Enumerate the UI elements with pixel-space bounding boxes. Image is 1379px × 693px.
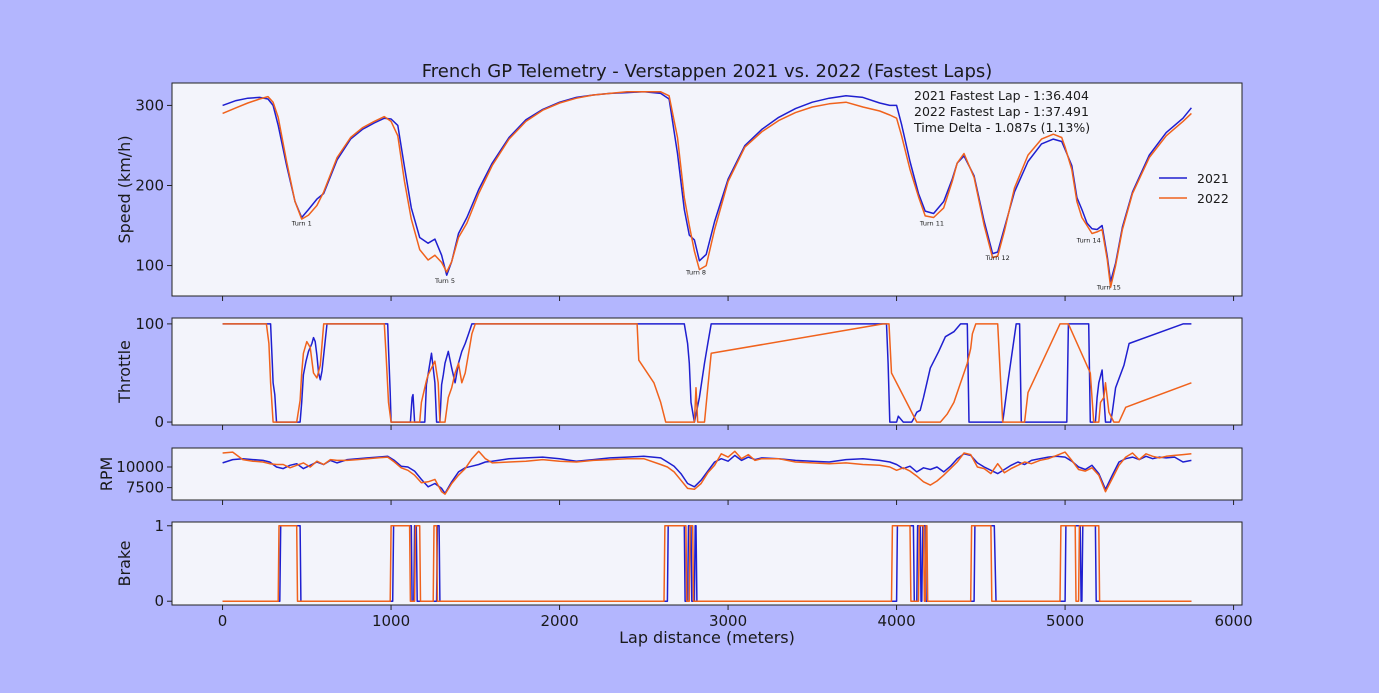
y-axis-label: Throttle: [115, 340, 134, 404]
turn-label: Turn 14: [1076, 236, 1101, 244]
panel-0: 100 200 300 Speed (km/h) Turn 1 Turn 5 Turn 8 T…: [115, 82, 1243, 301]
y-tick-label: 100: [135, 315, 164, 333]
series-line-2021: [222, 453, 1192, 495]
plot-frame-1: [171, 317, 1243, 426]
turn-label: Turn 1: [291, 220, 312, 228]
x-tick-label: 4000: [877, 612, 915, 630]
turn-label: Turn 12: [985, 254, 1010, 262]
y-tick-label: 0: [154, 592, 164, 610]
chart-title: French GP Telemetry - Verstappen 2021 vs…: [422, 61, 993, 82]
series-line-2022: [222, 525, 1192, 602]
series-group-1: [222, 323, 1192, 423]
x-axis-label: Lap distance (meters): [619, 628, 795, 647]
plot-area-3: [172, 522, 1242, 605]
y-tick-label: 1: [154, 517, 164, 535]
series-line-2022: [222, 91, 1192, 288]
annotation-line-2021: 2021 Fastest Lap - 1:36.404: [914, 88, 1089, 103]
plot-area-1: [172, 318, 1242, 425]
plot-frame-3: [171, 521, 1243, 606]
legend: 2021 2022: [1159, 171, 1229, 206]
y-tick-label: 100: [135, 257, 164, 275]
y-axis-label: Speed (km/h): [115, 135, 134, 243]
x-tick-label: 5000: [1046, 612, 1084, 630]
x-tick-label: 0: [218, 612, 228, 630]
series-group-0: [222, 91, 1192, 288]
y-tick-label: 10000: [116, 458, 164, 476]
series-group-3: [222, 525, 1192, 602]
y-tick-label: 7500: [126, 479, 164, 497]
annotation-line-delta: Time Delta - 1.087s (1.13%): [913, 120, 1090, 135]
annotation-line-2022: 2022 Fastest Lap - 1:37.491: [914, 104, 1089, 119]
lap-time-annotation: 2021 Fastest Lap - 1:36.404 2022 Fastest…: [913, 88, 1090, 135]
series-line-2022: [222, 450, 1192, 495]
x-tick-label: 6000: [1214, 612, 1252, 630]
y-tick-label: 200: [135, 176, 164, 194]
y-axis-label: Brake: [115, 541, 134, 587]
series-line-2021: [222, 323, 1192, 423]
x-tick-label: 1000: [372, 612, 410, 630]
plot-frame-0: [171, 82, 1243, 297]
x-tick-label: 3000: [709, 612, 747, 630]
y-axis-label: RPM: [97, 457, 116, 492]
series-line-2022: [222, 323, 1192, 423]
legend-label-2021: 2021: [1197, 171, 1229, 186]
y-tick-label: 300: [135, 96, 164, 114]
series-line-2021: [222, 91, 1192, 283]
y-tick-label: 0: [154, 413, 164, 431]
panel-3: 0 1 Brake 0 1000 2000 3000 4000 5000 6000: [115, 517, 1253, 630]
series-group-2: [222, 450, 1192, 495]
x-tick-label: 2000: [540, 612, 578, 630]
plot-frame-2: [171, 447, 1243, 501]
legend-label-2022: 2022: [1197, 191, 1229, 206]
turn-label: Turn 15: [1096, 284, 1121, 292]
turn-label: Turn 8: [685, 268, 706, 276]
turn-label: Turn 11: [919, 220, 944, 228]
turn-label: Turn 5: [434, 277, 455, 285]
